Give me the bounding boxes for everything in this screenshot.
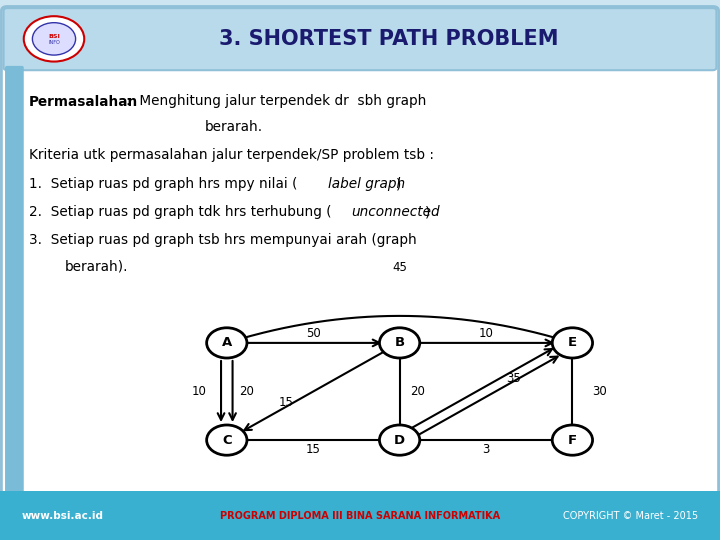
FancyBboxPatch shape [0,491,720,540]
Text: Kriteria utk permasalahan jalur terpendek/SP problem tsb :: Kriteria utk permasalahan jalur terpende… [29,148,433,163]
Text: 15: 15 [279,396,293,409]
Text: C: C [222,434,232,447]
Text: 10: 10 [192,385,207,398]
Circle shape [32,23,76,55]
Text: :  Menghitung jalur terpendek dr  sbh graph: : Menghitung jalur terpendek dr sbh grap… [126,94,426,109]
Circle shape [552,425,593,455]
Text: 10: 10 [479,327,493,340]
Circle shape [207,328,247,358]
Text: 20: 20 [410,385,425,398]
Text: berarah).: berarah). [65,259,128,273]
Text: 45: 45 [392,261,407,274]
Circle shape [24,16,84,62]
Circle shape [207,425,247,455]
Circle shape [379,425,420,455]
Text: berarah.: berarah. [205,120,264,134]
Text: 3: 3 [482,443,490,456]
Text: PROGRAM DIPLOMA III BINA SARANA INFORMATIKA: PROGRAM DIPLOMA III BINA SARANA INFORMAT… [220,511,500,521]
FancyBboxPatch shape [5,66,24,493]
Text: 50: 50 [306,327,320,340]
Text: D: D [394,434,405,447]
Text: 30: 30 [593,385,607,398]
Text: www.bsi.ac.id: www.bsi.ac.id [22,511,104,521]
Text: INFO: INFO [48,39,60,45]
Text: BSI: BSI [48,33,60,39]
Text: 3.  Setiap ruas pd graph tsb hrs mempunyai arah (graph: 3. Setiap ruas pd graph tsb hrs mempunya… [29,233,417,247]
Text: 2.  Setiap ruas pd graph tdk hrs terhubung (: 2. Setiap ruas pd graph tdk hrs terhubun… [29,205,331,219]
Text: ): ) [396,177,401,191]
Text: label graph: label graph [328,177,405,191]
Text: B: B [395,336,405,349]
Text: unconnected: unconnected [351,205,440,219]
Text: F: F [568,434,577,447]
Text: E: E [568,336,577,349]
Text: 35: 35 [506,372,521,384]
Circle shape [552,328,593,358]
Text: 1.  Setiap ruas pd graph hrs mpy nilai (: 1. Setiap ruas pd graph hrs mpy nilai ( [29,177,297,191]
Text: COPYRIGHT © Maret - 2015: COPYRIGHT © Maret - 2015 [563,511,698,521]
Text: 20: 20 [240,385,254,398]
Text: A: A [222,336,232,349]
Text: 3. SHORTEST PATH PROBLEM: 3. SHORTEST PATH PROBLEM [219,29,559,49]
Text: Permasalahan: Permasalahan [29,94,138,109]
Text: ): ) [425,205,430,219]
FancyBboxPatch shape [4,8,716,70]
Text: 15: 15 [306,443,320,456]
FancyBboxPatch shape [1,6,719,496]
Circle shape [379,328,420,358]
